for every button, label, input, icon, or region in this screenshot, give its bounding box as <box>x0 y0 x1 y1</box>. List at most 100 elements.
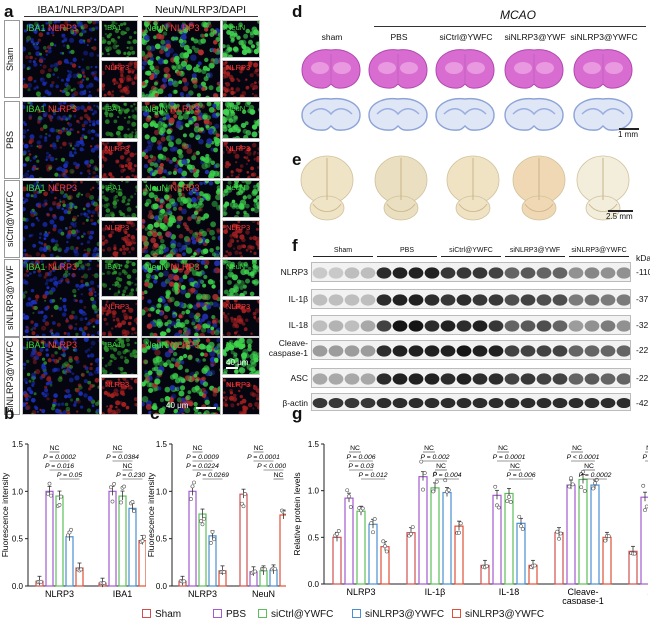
legend-swatch <box>258 609 267 618</box>
data-point <box>409 531 413 536</box>
data-point <box>384 549 389 554</box>
band-4-2 <box>344 373 360 385</box>
merge-right-tile-2: NeuN NLRP3 <box>141 180 221 258</box>
band-0-7 <box>424 267 440 279</box>
merge-left-label-4: IBA1 NLRP3 <box>26 340 77 350</box>
data-point <box>421 487 425 492</box>
band-4-17 <box>584 373 600 385</box>
small-left-a-label-0: IBA1 <box>105 23 122 32</box>
row-label-2: siCtrl@YWFC <box>4 180 20 258</box>
blot-strip-5 <box>311 393 631 411</box>
neun-tag: NeuN <box>145 340 171 350</box>
sig-label: P = 0.0269 <box>196 472 229 479</box>
band-5-18 <box>600 397 616 409</box>
y-tick-label: 0.5 <box>156 535 168 544</box>
band-1-10 <box>472 294 488 306</box>
small-right-a-tile-4: NeuN <box>222 337 260 375</box>
band-4-19 <box>616 373 630 385</box>
sig-label: P < 0.0001 <box>567 454 600 461</box>
blot-group-line-3 <box>505 256 565 257</box>
bar <box>332 536 342 585</box>
blot-strip-0 <box>311 262 631 282</box>
panel-d-label: d <box>292 2 303 21</box>
kda-header: kDa <box>636 253 650 263</box>
x-tick-label: Cleave- <box>567 587 598 597</box>
band-3-5 <box>392 345 408 357</box>
band-1-1 <box>328 294 344 306</box>
data-point <box>253 569 257 574</box>
data-point <box>212 537 216 542</box>
data-point <box>263 567 267 572</box>
data-point <box>130 499 135 504</box>
data-point <box>189 497 193 501</box>
small-right-b-tile-4: NLRP3 <box>222 377 260 415</box>
band-2-15 <box>552 320 568 332</box>
scale-bar-d <box>619 128 639 130</box>
data-point <box>644 504 648 509</box>
band-0-16 <box>568 267 584 279</box>
data-point <box>122 484 126 489</box>
merge-right-tile-1: NeuN NLRP3 <box>141 101 221 179</box>
data-point <box>360 506 365 511</box>
bar <box>279 514 286 587</box>
band-0-3 <box>360 267 376 279</box>
band-3-16 <box>568 345 584 357</box>
blot-row-label-3: Cleave- caspase-1 <box>268 338 308 358</box>
blot-row-label-4: ASC <box>290 373 308 383</box>
band-2-6 <box>408 320 424 332</box>
band-1-9 <box>456 294 472 306</box>
sig-label: P = 0.0002 <box>43 454 76 461</box>
sig-label: NC <box>193 445 203 452</box>
data-point <box>505 499 510 504</box>
small-right-b-label-0: NLRP3 <box>226 63 251 72</box>
bar <box>442 491 452 585</box>
band-1-15 <box>552 294 568 306</box>
small-right-b-label-1: NLRP3 <box>226 144 251 153</box>
bar <box>138 539 146 587</box>
band-1-16 <box>568 294 584 306</box>
blot-group-label-2: siCtrl@YWFC <box>449 247 493 254</box>
small-right-b-tile-3: NLRP3 <box>222 299 260 337</box>
band-3-7 <box>424 345 440 357</box>
small-left-b-label-2: NLRP3 <box>105 223 130 232</box>
whole-brain-1 <box>374 155 428 221</box>
small-left-b-tile-1: NLRP3 <box>101 141 138 179</box>
blot-group-line-0 <box>313 256 373 257</box>
band-4-11 <box>488 373 504 385</box>
band-5-15 <box>552 397 568 409</box>
sig-label: P = 0.0002 <box>579 472 612 479</box>
y-axis-label: Fluorescence intensity <box>0 472 10 557</box>
band-0-19 <box>616 267 630 279</box>
small-right-b-label-2: NLRP3 <box>226 223 251 232</box>
blot-row-label-2: IL-18 <box>288 320 308 330</box>
band-5-6 <box>408 397 424 409</box>
data-point <box>434 479 439 484</box>
band-5-11 <box>488 397 504 409</box>
band-1-14 <box>536 294 552 306</box>
band-1-6 <box>408 294 424 306</box>
data-point <box>79 567 83 572</box>
band-2-17 <box>584 320 600 332</box>
nissl-slice-4 <box>573 97 633 131</box>
band-0-17 <box>584 267 600 279</box>
merge-left-label-0: IBA1 NLRP3 <box>26 23 77 33</box>
band-1-2 <box>344 294 360 306</box>
x-tick-label: NLRP3 <box>45 589 74 599</box>
band-1-13 <box>520 294 536 306</box>
data-point <box>555 529 560 534</box>
scale-bar-a-small <box>226 367 238 369</box>
data-point <box>519 524 523 529</box>
neun-tag: NeuN <box>145 23 171 33</box>
neun-tag: NeuN <box>145 262 171 272</box>
legend: Sham PBS siCtrl@YWFC siNLRP3@YWFC siNLRP3@YW… <box>0 609 650 623</box>
band-2-18 <box>600 320 616 332</box>
data-point <box>49 493 53 498</box>
column-label-4: siNLRP3@YWFC <box>570 32 638 42</box>
data-point <box>47 481 52 486</box>
band-5-19 <box>616 397 630 409</box>
small-left-b-tile-0: NLRP3 <box>101 60 138 98</box>
bar <box>356 510 366 585</box>
data-point <box>579 485 584 490</box>
bar <box>65 536 74 587</box>
panel-c-label: c <box>150 404 160 423</box>
